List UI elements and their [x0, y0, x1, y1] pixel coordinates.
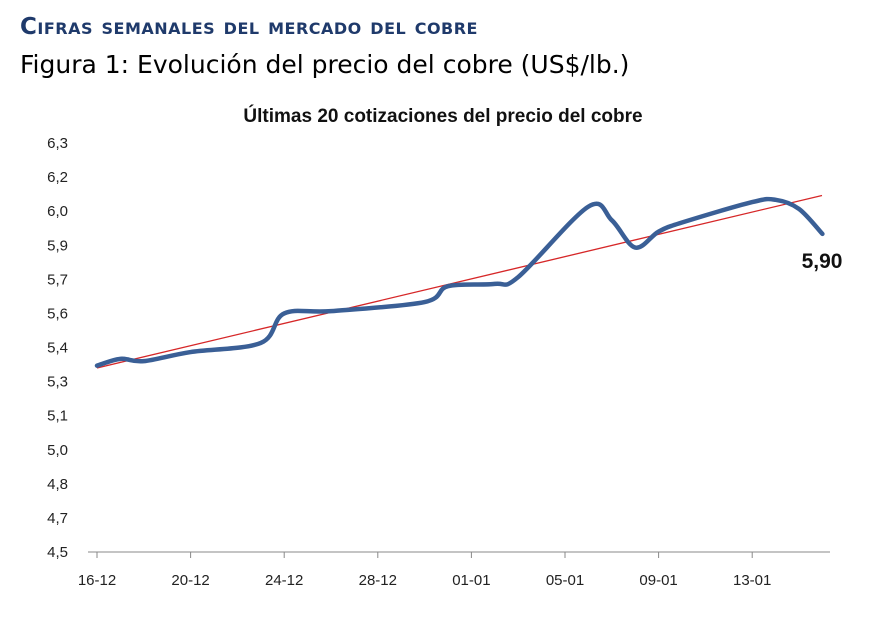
y-tick-label: 6,3 — [47, 135, 68, 152]
x-tick-label: 28-12 — [359, 572, 397, 589]
x-tick-label: 05-01 — [546, 572, 584, 589]
y-tick-label: 5,7 — [47, 271, 68, 288]
y-tick-label: 5,4 — [47, 340, 68, 357]
y-tick-label: 5,6 — [47, 305, 68, 322]
y-tick-label: 5,9 — [47, 237, 68, 254]
x-tick-label: 01-01 — [452, 572, 490, 589]
y-tick-label: 6,2 — [47, 169, 68, 186]
section-title: Cifras semanales del mercado del cobre — [20, 14, 478, 40]
x-tick-label: 09-01 — [639, 572, 677, 589]
y-tick-label: 6,0 — [47, 203, 68, 220]
trend-line — [96, 194, 823, 369]
y-tick-label: 4,8 — [47, 476, 68, 493]
figure-caption: Figura 1: Evolución del precio del cobre… — [20, 50, 630, 79]
y-tick-label: 5,1 — [47, 408, 68, 425]
x-tick-label: 20-12 — [171, 572, 209, 589]
chart-title: Últimas 20 cotizaciones del precio del c… — [243, 105, 642, 127]
x-tick-label: 13-01 — [733, 572, 771, 589]
last-value-label: 5,90 — [802, 250, 843, 273]
y-tick-label: 5,0 — [47, 442, 68, 459]
y-tick-label: 4,5 — [47, 544, 68, 561]
y-tick-label: 5,3 — [47, 374, 68, 391]
x-tick-label: 16-12 — [78, 572, 116, 589]
y-tick-label: 4,7 — [47, 510, 68, 527]
price-series-line — [94, 196, 825, 368]
x-tick-label: 24-12 — [265, 572, 303, 589]
